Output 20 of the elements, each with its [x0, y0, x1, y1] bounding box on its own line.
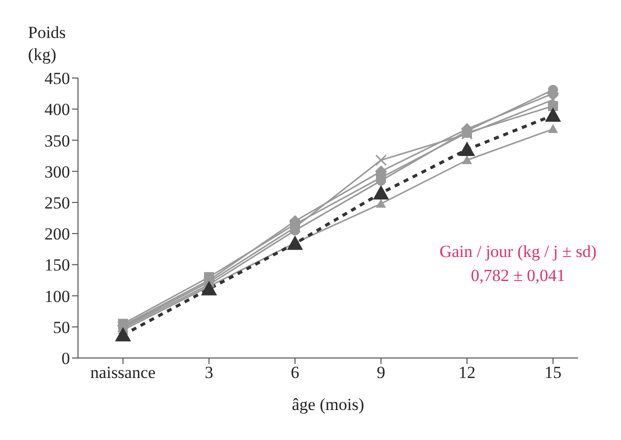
- x-tick-label: 3: [204, 363, 214, 382]
- y-tick-label: 400: [44, 100, 70, 120]
- x-tick-label: naissance: [90, 363, 156, 382]
- annotation: Gain / jour (kg / j ± sd): [438, 241, 598, 263]
- y-tick-label: 300: [44, 162, 70, 182]
- y-tick-label: 50: [53, 318, 70, 337]
- y-tick-label: 0: [62, 349, 70, 368]
- y-tick-label: 200: [44, 224, 70, 244]
- y-tick-label: 350: [44, 131, 70, 150]
- y-tick-label: 100: [44, 286, 70, 306]
- y-tick-label: 150: [44, 256, 70, 275]
- y-tick-label: 250: [44, 193, 70, 212]
- x-tick-label: 15: [544, 363, 562, 382]
- x-tick-label: 12: [458, 363, 476, 382]
- y-axis-title: Poids (kg): [28, 22, 67, 66]
- x-tick-label: 9: [376, 363, 386, 382]
- x-tick-label: 6: [290, 363, 300, 382]
- annotation: 0,782 ± 0,041: [470, 265, 566, 287]
- x-axis-title: âge (mois): [292, 395, 364, 414]
- y-tick-label: 450: [44, 69, 70, 88]
